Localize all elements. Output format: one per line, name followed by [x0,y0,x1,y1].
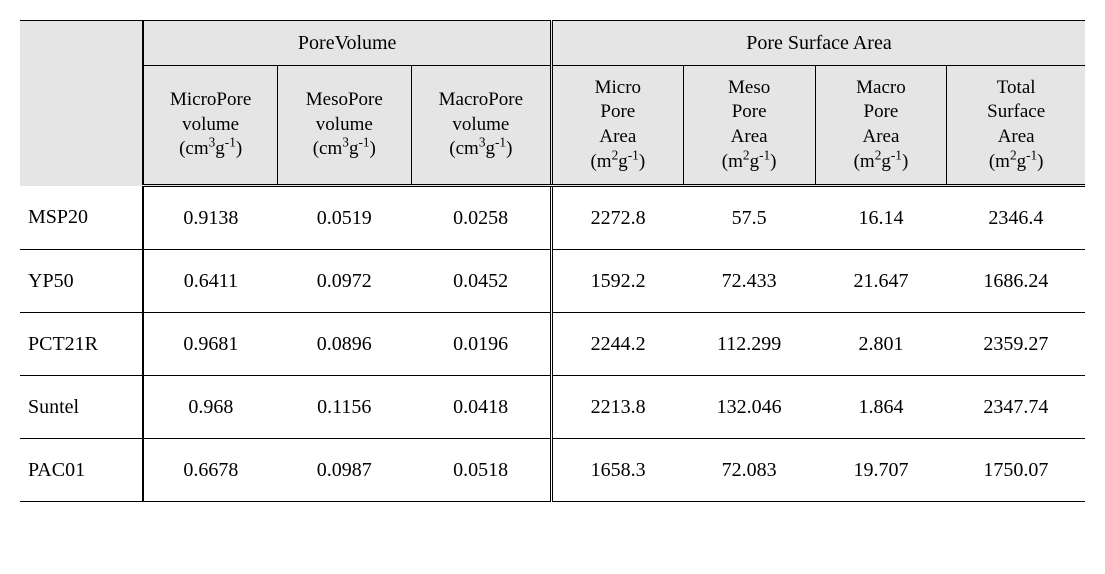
hdr-unit: (m2g-1) [722,151,777,172]
table-row: MSP20 0.9138 0.0519 0.0258 2272.8 57.5 1… [20,186,1085,250]
table-header: PoreVolume Pore Surface Area MicroPore v… [20,21,1085,186]
hdr-line: Pore [600,101,635,122]
header-mesopore-volume: MesoPore volume (cm3g-1) [277,66,411,186]
hdr-line: Total [997,77,1036,98]
cell: 1658.3 [551,439,683,502]
cell: 2346.4 [947,186,1085,250]
cell: 132.046 [683,376,815,439]
header-micro-pore-area: Micro Pore Area (m2g-1) [551,66,683,186]
header-total-surface-area: Total Surface Area (m2g-1) [947,66,1085,186]
table-row: PCT21R 0.9681 0.0896 0.0196 2244.2 112.2… [20,313,1085,376]
cell: 2272.8 [551,186,683,250]
cell: 21.647 [815,250,947,313]
pore-table-container: PoreVolume Pore Surface Area MicroPore v… [20,20,1085,502]
cell: 19.707 [815,439,947,502]
pore-data-table: PoreVolume Pore Surface Area MicroPore v… [20,20,1085,502]
cell: 0.6678 [143,439,277,502]
hdr-line: Area [862,126,899,147]
cell: 2213.8 [551,376,683,439]
hdr-line: volume [316,114,373,135]
header-group-pore-volume: PoreVolume [143,21,551,66]
cell: 1750.07 [947,439,1085,502]
row-label: Suntel [20,376,143,439]
header-sub-row: MicroPore volume (cm3g-1) MesoPore volum… [20,66,1085,186]
hdr-line: volume [182,114,239,135]
cell: 112.299 [683,313,815,376]
hdr-line: Pore [864,101,899,122]
cell: 2347.74 [947,376,1085,439]
cell: 0.0196 [411,313,551,376]
header-macro-pore-area: Macro Pore Area (m2g-1) [815,66,947,186]
cell: 0.968 [143,376,277,439]
cell: 0.0418 [411,376,551,439]
header-group-pore-surface-area: Pore Surface Area [551,21,1085,66]
cell: 0.0987 [277,439,411,502]
cell: 16.14 [815,186,947,250]
hdr-line: Micro [595,77,641,98]
hdr-unit: (cm3g-1) [179,138,242,159]
hdr-line: Area [998,126,1035,147]
cell: 0.0896 [277,313,411,376]
cell: 2359.27 [947,313,1085,376]
cell: 1686.24 [947,250,1085,313]
cell: 0.9681 [143,313,277,376]
hdr-line: Area [731,126,768,147]
table-row: PAC01 0.6678 0.0987 0.0518 1658.3 72.083… [20,439,1085,502]
table-body: MSP20 0.9138 0.0519 0.0258 2272.8 57.5 1… [20,186,1085,502]
cell: 0.0258 [411,186,551,250]
header-meso-pore-area: Meso Pore Area (m2g-1) [683,66,815,186]
cell: 0.0518 [411,439,551,502]
cell: 2.801 [815,313,947,376]
cell: 0.6411 [143,250,277,313]
header-corner-blank [20,21,143,186]
row-label: PCT21R [20,313,143,376]
cell: 0.1156 [277,376,411,439]
hdr-line: Macro [856,77,906,98]
hdr-line: MicroPore [170,89,251,110]
row-label: YP50 [20,250,143,313]
cell: 0.0972 [277,250,411,313]
cell: 1.864 [815,376,947,439]
cell: 72.083 [683,439,815,502]
hdr-line: Meso [728,77,770,98]
header-micropore-volume: MicroPore volume (cm3g-1) [143,66,277,186]
hdr-line: Surface [987,101,1045,122]
cell: 72.433 [683,250,815,313]
cell: 1592.2 [551,250,683,313]
header-macropore-volume: MacroPore volume (cm3g-1) [411,66,551,186]
row-label: MSP20 [20,186,143,250]
hdr-line: MacroPore [439,89,523,110]
cell: 2244.2 [551,313,683,376]
hdr-unit: (cm3g-1) [449,138,512,159]
cell: 0.9138 [143,186,277,250]
table-row: YP50 0.6411 0.0972 0.0452 1592.2 72.433 … [20,250,1085,313]
cell: 0.0452 [411,250,551,313]
table-row: Suntel 0.968 0.1156 0.0418 2213.8 132.04… [20,376,1085,439]
hdr-unit: (m2g-1) [590,151,645,172]
row-label: PAC01 [20,439,143,502]
hdr-line: Pore [732,101,767,122]
cell: 0.0519 [277,186,411,250]
hdr-unit: (m2g-1) [854,151,909,172]
hdr-line: Area [599,126,636,147]
cell: 57.5 [683,186,815,250]
hdr-unit: (cm3g-1) [313,138,376,159]
hdr-unit: (m2g-1) [989,151,1044,172]
hdr-line: MesoPore [306,89,383,110]
hdr-line: volume [452,114,509,135]
